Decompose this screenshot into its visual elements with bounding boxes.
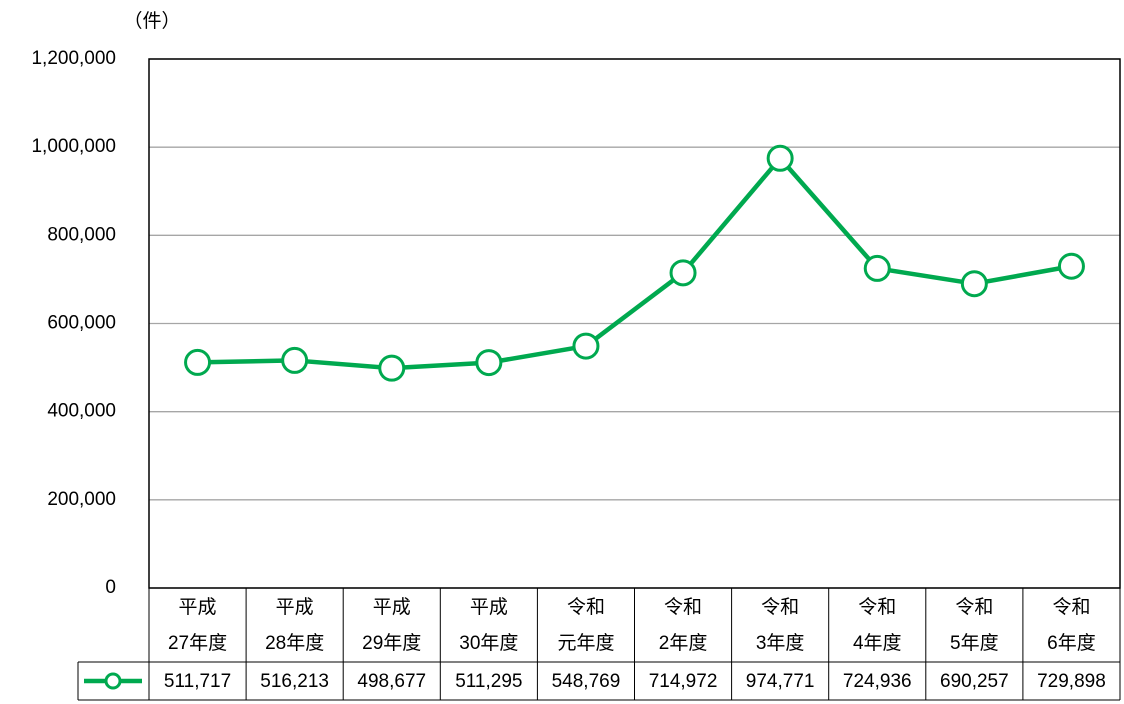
y-tick-label: 1,200,000: [31, 48, 116, 69]
point: [960, 270, 988, 298]
point: [863, 254, 891, 282]
y-tick-label: 800,000: [47, 224, 116, 245]
x-tick-label: 6年度: [1047, 632, 1096, 654]
legend-marker: [104, 672, 122, 690]
x-tick-label: 2年度: [659, 632, 708, 654]
x-tick-label: 令和: [955, 596, 993, 618]
y-tick-label: 600,000: [47, 313, 116, 334]
table-value: 729,898: [1037, 671, 1106, 692]
y-tick-label: 200,000: [47, 489, 116, 510]
x-tick-label: 令和: [567, 596, 605, 618]
point: [1057, 252, 1085, 280]
point: [184, 348, 212, 376]
table-value: 516,213: [260, 671, 329, 692]
y-axis-label: （件）: [123, 10, 180, 32]
table-value: 714,972: [649, 671, 718, 692]
y-tick-label: 0: [105, 577, 116, 598]
point: [572, 332, 600, 360]
x-tick-label: 令和: [1052, 596, 1090, 618]
table-value: 974,771: [746, 671, 815, 692]
x-tick-label: 平成: [179, 596, 217, 618]
table-value: 724,936: [843, 671, 912, 692]
series-line: [197, 156, 1072, 371]
x-tick-label: 平成: [373, 596, 411, 618]
x-tick-label: 27年度: [168, 632, 227, 654]
point: [281, 346, 309, 374]
x-tick-label: 令和: [664, 596, 702, 618]
table-value: 511,717: [164, 671, 231, 692]
table-value: 548,769: [552, 671, 621, 692]
point: [378, 354, 406, 382]
x-tick-label: 令和: [858, 596, 896, 618]
x-tick-label: 28年度: [265, 632, 324, 654]
x-tick-label: 3年度: [756, 632, 805, 654]
table-value: 498,677: [357, 671, 426, 692]
x-tick-label: 令和: [761, 596, 799, 618]
x-tick-label: 5年度: [950, 632, 999, 654]
x-tick-label: 30年度: [459, 632, 518, 654]
x-tick-label: 4年度: [853, 632, 902, 654]
point: [669, 259, 697, 287]
y-tick-label: 400,000: [47, 401, 116, 422]
point: [475, 349, 503, 377]
x-tick-label: 平成: [470, 596, 508, 618]
y-tick-label: 1,000,000: [31, 136, 116, 157]
x-tick-label: 29年度: [362, 632, 421, 654]
x-tick-label: 平成: [276, 596, 314, 618]
table-value: 511,295: [455, 671, 522, 692]
table-value: 690,257: [940, 671, 1009, 692]
x-tick-label: 元年度: [557, 632, 614, 654]
point: [766, 144, 794, 172]
